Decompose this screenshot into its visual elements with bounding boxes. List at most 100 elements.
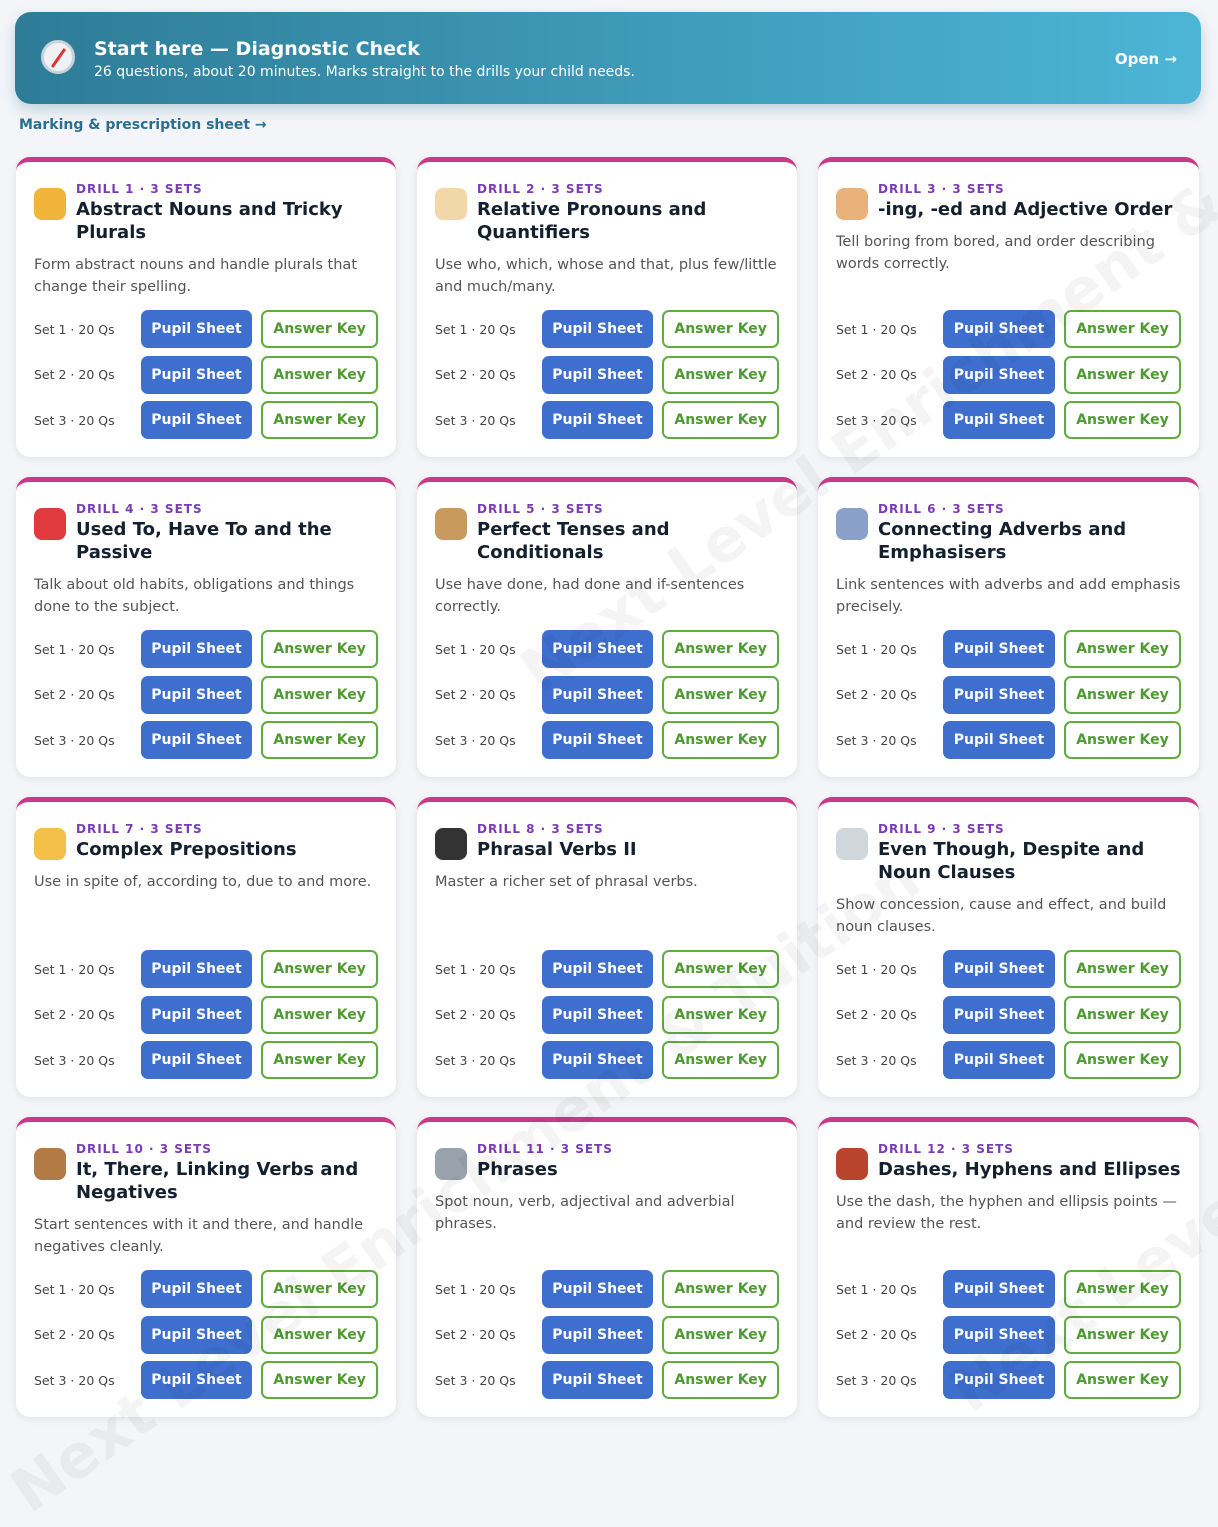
pupil-sheet-button[interactable]: Pupil Sheet [943, 675, 1055, 714]
pupil-sheet-button[interactable]: Pupil Sheet [943, 995, 1055, 1034]
pupil-sheet-button[interactable]: Pupil Sheet [541, 355, 654, 394]
pupil-sheet-button[interactable]: Pupil Sheet [140, 355, 253, 394]
set-label: Set 2 · 20 Qs [435, 1007, 516, 1022]
pupil-sheet-button[interactable]: Pupil Sheet [943, 355, 1055, 394]
set-row: Set 2 · 20 Qs Pupil Sheet Answer Key [435, 1315, 779, 1354]
set-label: Set 2 · 20 Qs [34, 1007, 115, 1022]
answer-key-button[interactable]: Answer Key [1064, 675, 1181, 714]
answer-key-button[interactable]: Answer Key [662, 1041, 779, 1079]
answer-key-button[interactable]: Answer Key [261, 630, 378, 668]
drill-card: DRILL 3 · 3 SETS -ing, -ed and Adjective … [818, 157, 1199, 457]
answer-key-button[interactable]: Answer Key [662, 355, 779, 394]
pupil-sheet-button[interactable]: Pupil Sheet [541, 1361, 654, 1399]
answer-key-button[interactable]: Answer Key [662, 1361, 779, 1399]
pupil-sheet-button[interactable]: Pupil Sheet [140, 1041, 253, 1079]
drill-icon [435, 188, 467, 220]
pupil-sheet-button[interactable]: Pupil Sheet [943, 310, 1055, 348]
drill-title: Connecting Adverbs and Emphasisers [878, 519, 1127, 563]
pupil-sheet-button[interactable]: Pupil Sheet [943, 1270, 1055, 1308]
answer-key-button[interactable]: Answer Key [662, 721, 779, 759]
drill-description: Use in spite of, according to, due to an… [34, 874, 372, 890]
answer-key-button[interactable]: Answer Key [662, 630, 779, 668]
answer-key-button[interactable]: Answer Key [261, 1315, 378, 1354]
drill-title: It, There, Linking Verbs and Negatives [76, 1159, 359, 1203]
pupil-sheet-button[interactable]: Pupil Sheet [943, 1041, 1055, 1079]
drill-card: DRILL 2 · 3 SETS Relative Pronouns and Qu… [417, 157, 797, 457]
pupil-sheet-button[interactable]: Pupil Sheet [140, 950, 253, 988]
pupil-sheet-button[interactable]: Pupil Sheet [140, 995, 253, 1034]
answer-key-button[interactable]: Answer Key [662, 1315, 779, 1354]
pupil-sheet-button[interactable]: Pupil Sheet [541, 1041, 654, 1079]
pupil-sheet-button[interactable]: Pupil Sheet [541, 950, 654, 988]
pupil-sheet-button[interactable]: Pupil Sheet [140, 401, 253, 439]
pupil-sheet-button[interactable]: Pupil Sheet [541, 995, 654, 1034]
answer-key-button[interactable]: Answer Key [261, 401, 378, 439]
set-list: Set 1 · 20 Qs Pupil Sheet Answer Key Set 2 … [435, 1258, 779, 1399]
pupil-sheet-button[interactable]: Pupil Sheet [140, 310, 253, 348]
set-row: Set 1 · 20 Qs Pupil Sheet Answer Key [836, 310, 1181, 348]
set-row: Set 3 · 20 Qs Pupil Sheet Answer Key [435, 721, 779, 759]
card-header: DRILL 2 · 3 SETS Relative Pronouns and Qu… [435, 182, 779, 244]
answer-key-button[interactable]: Answer Key [1064, 1361, 1181, 1399]
set-label: Set 3 · 20 Qs [836, 1052, 917, 1068]
pupil-sheet-button[interactable]: Pupil Sheet [943, 630, 1055, 668]
answer-key-button[interactable]: Answer Key [261, 310, 378, 348]
pupil-sheet-button[interactable]: Pupil Sheet [943, 1361, 1055, 1399]
answer-key-button[interactable]: Answer Key [261, 995, 378, 1034]
pupil-sheet-button[interactable]: Pupil Sheet [541, 721, 654, 759]
answer-key-button[interactable]: Answer Key [662, 995, 779, 1034]
answer-key-button[interactable]: Answer Key [662, 1270, 779, 1308]
answer-key-button[interactable]: Answer Key [662, 401, 779, 439]
answer-key-button[interactable]: Answer Key [1064, 355, 1181, 394]
answer-key-button[interactable]: Answer Key [1064, 1041, 1181, 1079]
answer-key-button[interactable]: Answer Key [662, 675, 779, 714]
answer-key-button[interactable]: Answer Key [1064, 630, 1181, 668]
set-list: Set 1 · 20 Qs Pupil Sheet Answer Key Set 2 … [836, 938, 1181, 1079]
diagnostic-banner[interactable]: Start here — Diagnostic Check 26 questio… [15, 12, 1201, 104]
answer-key-button[interactable]: Answer Key [1064, 1315, 1181, 1354]
answer-key-button[interactable]: Answer Key [261, 355, 378, 394]
answer-key-button[interactable]: Answer Key [1064, 995, 1181, 1034]
answer-key-button[interactable]: Answer Key [261, 1361, 378, 1399]
pupil-sheet-button[interactable]: Pupil Sheet [943, 721, 1055, 759]
drill-label: DRILL 2 · 3 SETS [477, 182, 604, 196]
marking-link[interactable]: Marking & prescription sheet → [19, 117, 267, 133]
answer-key-button[interactable]: Answer Key [1064, 721, 1181, 759]
set-row: Set 2 · 20 Qs Pupil Sheet Answer Key [435, 995, 779, 1034]
answer-key-button[interactable]: Answer Key [662, 310, 779, 348]
answer-key-button[interactable]: Answer Key [261, 950, 378, 988]
answer-key-button[interactable]: Answer Key [261, 721, 378, 759]
pupil-sheet-button[interactable]: Pupil Sheet [943, 950, 1055, 988]
answer-key-button[interactable]: Answer Key [1064, 401, 1181, 439]
pupil-sheet-button[interactable]: Pupil Sheet [541, 675, 654, 714]
answer-key-button[interactable]: Answer Key [261, 1270, 378, 1308]
answer-key-button[interactable]: Answer Key [1064, 310, 1181, 348]
pupil-sheet-button[interactable]: Pupil Sheet [541, 310, 654, 348]
pupil-sheet-button[interactable]: Pupil Sheet [943, 401, 1055, 439]
answer-key-button[interactable]: Answer Key [662, 950, 779, 988]
pupil-sheet-button[interactable]: Pupil Sheet [541, 630, 654, 668]
open-link[interactable]: Open → [1114, 50, 1177, 68]
drill-description: Use who, which, whose and that, plus few… [435, 257, 777, 295]
drill-card: DRILL 4 · 3 SETS Used To, Have To and the… [16, 477, 396, 777]
pupil-sheet-button[interactable]: Pupil Sheet [140, 1361, 253, 1399]
pupil-sheet-button[interactable]: Pupil Sheet [541, 401, 654, 439]
pupil-sheet-button[interactable]: Pupil Sheet [140, 675, 253, 714]
set-label: Set 1 · 20 Qs [836, 641, 917, 657]
set-label: Set 3 · 20 Qs [836, 412, 917, 428]
pupil-sheet-button[interactable]: Pupil Sheet [943, 1315, 1055, 1354]
answer-key-button[interactable]: Answer Key [261, 675, 378, 714]
answer-key-button[interactable]: Answer Key [1064, 950, 1181, 988]
answer-key-button[interactable]: Answer Key [1064, 1270, 1181, 1308]
answer-key-button[interactable]: Answer Key [261, 1041, 378, 1079]
pupil-sheet-button[interactable]: Pupil Sheet [541, 1270, 654, 1308]
pupil-sheet-button[interactable]: Pupil Sheet [140, 721, 253, 759]
drill-icon [435, 1148, 467, 1180]
pupil-sheet-button[interactable]: Pupil Sheet [140, 1315, 253, 1354]
set-label: Set 2 · 20 Qs [435, 367, 516, 382]
pupil-sheet-button[interactable]: Pupil Sheet [140, 630, 253, 668]
pupil-sheet-button[interactable]: Pupil Sheet [140, 1270, 253, 1308]
set-row: Set 1 · 20 Qs Pupil Sheet Answer Key [435, 950, 779, 988]
set-list: Set 1 · 20 Qs Pupil Sheet Answer Key Set 2 … [34, 1258, 378, 1399]
pupil-sheet-button[interactable]: Pupil Sheet [541, 1315, 654, 1354]
